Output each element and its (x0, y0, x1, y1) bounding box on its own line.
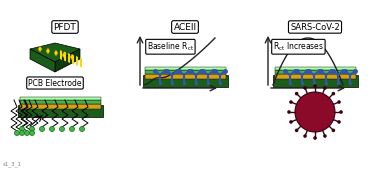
Circle shape (295, 92, 298, 95)
Circle shape (303, 134, 307, 138)
Text: s1_3_1: s1_3_1 (3, 161, 22, 167)
Circle shape (295, 129, 298, 132)
Text: SARS-CoV-2: SARS-CoV-2 (290, 22, 340, 31)
Polygon shape (68, 53, 70, 63)
Circle shape (289, 100, 293, 104)
Circle shape (295, 92, 335, 132)
Text: PFDT: PFDT (54, 22, 76, 31)
Polygon shape (30, 49, 55, 72)
Circle shape (289, 120, 293, 124)
Polygon shape (46, 48, 50, 54)
Polygon shape (72, 55, 74, 64)
Polygon shape (60, 50, 62, 60)
Polygon shape (30, 43, 80, 62)
FancyBboxPatch shape (20, 100, 101, 104)
Polygon shape (38, 46, 42, 52)
Polygon shape (70, 54, 74, 60)
Circle shape (313, 84, 317, 88)
Circle shape (313, 136, 317, 140)
Circle shape (70, 126, 74, 132)
Text: PCB Electrode: PCB Electrode (28, 79, 82, 88)
Circle shape (323, 134, 327, 138)
FancyBboxPatch shape (17, 105, 102, 117)
Circle shape (39, 126, 45, 132)
Circle shape (59, 126, 65, 132)
Circle shape (25, 131, 29, 135)
Polygon shape (55, 49, 80, 72)
Circle shape (287, 110, 291, 114)
Circle shape (339, 110, 343, 114)
Polygon shape (76, 56, 78, 66)
FancyBboxPatch shape (20, 104, 101, 109)
FancyBboxPatch shape (144, 67, 226, 70)
Circle shape (337, 100, 341, 104)
Circle shape (79, 126, 85, 132)
Polygon shape (80, 57, 82, 67)
FancyBboxPatch shape (143, 75, 228, 87)
Polygon shape (62, 52, 66, 58)
FancyBboxPatch shape (144, 74, 226, 79)
FancyBboxPatch shape (274, 67, 355, 70)
Circle shape (337, 120, 341, 124)
FancyBboxPatch shape (274, 74, 355, 79)
Circle shape (29, 131, 34, 135)
Circle shape (14, 131, 20, 135)
Polygon shape (64, 52, 66, 62)
Circle shape (332, 129, 335, 132)
Circle shape (332, 92, 335, 95)
FancyBboxPatch shape (273, 75, 358, 87)
Text: ACEII: ACEII (174, 22, 197, 31)
Text: R$_{\rm ct}$ Increases: R$_{\rm ct}$ Increases (273, 40, 324, 53)
FancyBboxPatch shape (274, 70, 355, 74)
Circle shape (20, 126, 25, 132)
FancyBboxPatch shape (144, 70, 226, 74)
Circle shape (323, 86, 327, 90)
Circle shape (50, 126, 54, 132)
Circle shape (20, 131, 25, 135)
FancyBboxPatch shape (20, 97, 101, 100)
Circle shape (303, 86, 307, 90)
Circle shape (29, 126, 34, 132)
Polygon shape (54, 50, 58, 56)
Text: Baseline R$_{\rm ct}$: Baseline R$_{\rm ct}$ (147, 40, 194, 53)
